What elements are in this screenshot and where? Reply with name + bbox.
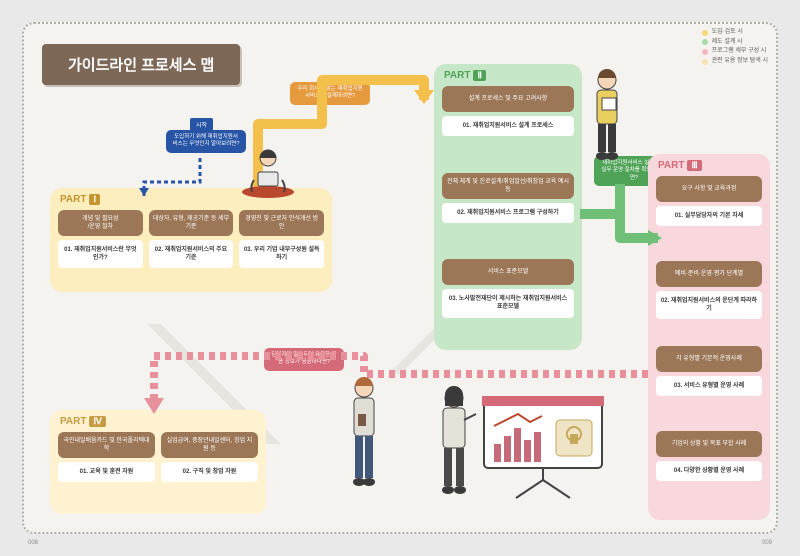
card: 예비·준비·운영·평가 단계별 02. 재취업지원서비스의 운단계 따라하기 — [656, 261, 762, 340]
person-laptop — [236, 136, 300, 200]
card: 요구 사항 및 교육과정 01. 실무담당자의 기본 자세 — [656, 176, 762, 255]
part-2-panel: PARTⅡ 설계 프로세스 및 주요 고려사항 01. 재취업지원서비스 설계 프… — [434, 64, 582, 350]
legend-row: 제도 설계 시 — [702, 38, 768, 48]
card-header: 서비스 표준모델 — [442, 259, 574, 285]
legend-row: 도입·검토 시 — [702, 28, 768, 38]
legend-label: 제도 설계 시 — [712, 38, 743, 48]
card-header: 경영진 및 근로자 인식개선 방안 — [239, 210, 324, 236]
callout-design: 우리 회사에 맞는 재취업지원서비스를 설계하려면? — [290, 82, 370, 105]
card-body: 02. 재취업지원서비스의 주요 기준 — [149, 240, 234, 268]
part-1-title: PARTⅠ — [60, 194, 100, 205]
legend: 도입·검토 시제도 설계 시프로그램 세부 구성 시관련 유용 정보 탐색 시 — [702, 28, 768, 66]
card-body: 01. 실무담당자의 기본 자세 — [656, 206, 762, 226]
card-header: 실업급여, 중장년내일센터, 창업 지원 등 — [161, 432, 258, 458]
card-body: 01. 재취업지원서비스란 무엇인가? — [58, 240, 143, 268]
legend-dot — [702, 30, 708, 36]
card-body: 03. 서비스 유형별 운영 사례 — [656, 376, 762, 396]
card: 전체 체계 및 진로설계/취업알선/취창업 교육 예시 등 02. 재취업지원서비… — [442, 173, 574, 254]
legend-label: 프로그램 세부 구성 시 — [712, 47, 767, 57]
part-3-panel: PARTⅢ 요구 사항 및 교육과정 01. 실무담당자의 기본 자세예비·준비·… — [648, 154, 770, 520]
legend-label: 관련 유용 정보 탐색 시 — [712, 57, 768, 67]
card: 대상자, 유형, 제공기준 등 세부 기준 02. 재취업지원서비스의 주요 기준 — [149, 210, 234, 282]
card-body: 04. 다양한 상황별 운영 사례 — [656, 461, 762, 481]
title-banner: 가이드라인 프로세스 맵 — [42, 44, 240, 85]
callout-intro: 도입하기 위해 재취업지원서비스는 무엇인지 알아보려면? — [166, 130, 246, 153]
card-header: 예비·준비·운영·평가 단계별 — [656, 261, 762, 287]
card-body: 03. 노사발전재단이 제시하는 재취업지원서비스 표준모델 — [442, 289, 574, 317]
page-num-left: 008 — [28, 540, 38, 546]
part-2-title: PARTⅡ — [444, 70, 486, 81]
person-clipboard-woman — [584, 68, 630, 164]
part-1-panel: PARTⅠ 개념 및 필요성 /운영 절차 01. 재취업지원서비스란 무엇인가?… — [50, 188, 332, 292]
card-header: 국민내일배움카드 및 한국폴리텍대학 — [58, 432, 155, 458]
card-header: 요구 사항 및 교육과정 — [656, 176, 762, 202]
card: 기업의 상황 및 목표 부합 사례 04. 다양한 상황별 운영 사례 — [656, 431, 762, 510]
card-body: 02. 재취업지원서비스 프로그램 구성하기 — [442, 203, 574, 223]
card: 국민내일배움카드 및 한국폴리텍대학 01. 교육 및 훈련 자원 — [58, 432, 155, 504]
card-body: 02. 재취업지원서비스의 운단계 따라하기 — [656, 291, 762, 319]
card-header: 대상자, 유형, 제공기준 등 세부 기준 — [149, 210, 234, 236]
part-4-title: PARTⅣ — [60, 416, 106, 427]
card: 설계 프로세스 및 주요 고려사항 01. 재취업지원서비스 설계 프로세스 — [442, 86, 574, 167]
person-presenter-woman — [428, 386, 480, 502]
legend-dot — [702, 49, 708, 55]
legend-dot — [702, 39, 708, 45]
legend-label: 도입·검토 시 — [712, 28, 743, 38]
legend-row: 관련 유용 정보 탐색 시 — [702, 57, 768, 67]
card: 개념 및 필요성 /운영 절차 01. 재취업지원서비스란 무엇인가? — [58, 210, 143, 282]
legend-row: 프로그램 세부 구성 시 — [702, 47, 768, 57]
page-num-right: 009 — [762, 540, 772, 546]
card-header: 전체 체계 및 진로설계/취업알선/취창업 교육 예시 등 — [442, 173, 574, 199]
person-standing-man — [342, 376, 386, 496]
presentation-board — [478, 392, 608, 502]
card-header: 기업의 상황 및 목표 부합 사례 — [656, 431, 762, 457]
card-header: 각 유형별 기본적 운영사례 — [656, 346, 762, 372]
card-body: 01. 교육 및 훈련 자원 — [58, 462, 155, 482]
card-header: 개념 및 필요성 /운영 절차 — [58, 210, 143, 236]
part-3-title: PARTⅢ — [658, 160, 702, 171]
page-frame: 가이드라인 프로세스 맵 도입·검토 시제도 설계 시프로그램 세부 구성 시관… — [22, 22, 778, 534]
card: 서비스 표준모델 03. 노사발전재단이 제시하는 재취업지원서비스 표준모델 — [442, 259, 574, 340]
card: 각 유형별 기본적 운영사례 03. 서비스 유형별 운영 사례 — [656, 346, 762, 425]
card: 실업급여, 중장년내일센터, 창업 지원 등 02. 구직 및 창업 자원 — [161, 432, 258, 504]
part-4-panel: PARTⅣ 국민내일배움카드 및 한국폴리텍대학 01. 교육 및 훈련 자원 실업… — [50, 410, 266, 514]
callout-resources: 담당자가 알아두면 유용한 각종 정보가 궁금하다면? — [264, 348, 344, 371]
card: 경영진 및 근로자 인식개선 방안 03. 우리 기업 내부구성원 설득하기 — [239, 210, 324, 282]
legend-dot — [702, 59, 708, 65]
card-body: 02. 구직 및 창업 자원 — [161, 462, 258, 482]
card-header: 설계 프로세스 및 주요 고려사항 — [442, 86, 574, 112]
card-body: 03. 우리 기업 내부구성원 설득하기 — [239, 240, 324, 268]
card-body: 01. 재취업지원서비스 설계 프로세스 — [442, 116, 574, 136]
